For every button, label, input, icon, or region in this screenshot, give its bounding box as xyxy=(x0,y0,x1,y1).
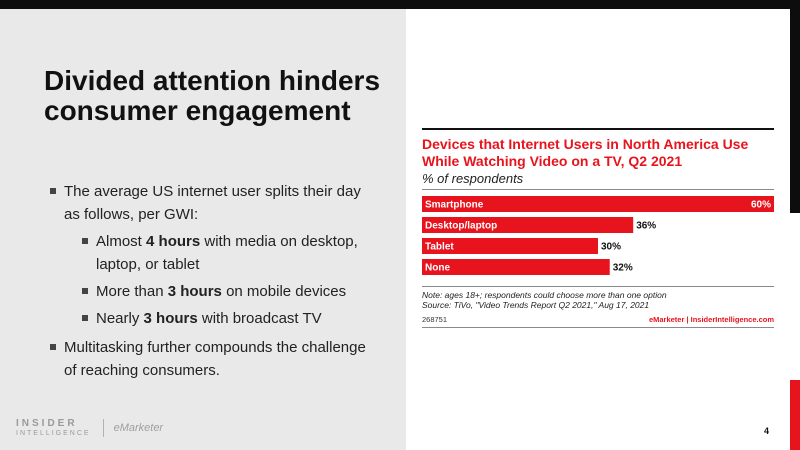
bar-tablet xyxy=(422,238,598,254)
bullet-list: The average US internet user splits thei… xyxy=(50,180,380,388)
bar-value-label: 60% xyxy=(751,200,771,211)
bar-smartphone xyxy=(422,196,774,212)
bar-category-label: Desktop/laptop xyxy=(425,221,497,232)
top-bar xyxy=(0,0,800,9)
brand-insider: INSIDER xyxy=(16,418,78,429)
sub-bullet-item: Nearly 3 hours with broadcast TV xyxy=(82,307,380,330)
chart-source-text: Source: TiVo, "Video Trends Report Q2 20… xyxy=(422,300,650,310)
bullet-item: The average US internet user splits thei… xyxy=(50,180,380,330)
bar-category-label: Tablet xyxy=(425,242,454,253)
sub-bullet-post: on mobile devices xyxy=(221,283,347,300)
insider-intelligence-logo: INSIDER INTELLIGENCE xyxy=(16,418,91,438)
chart-note-text: Note: ages 18+; respondents could choose… xyxy=(422,290,667,300)
chart-top-rule xyxy=(422,128,774,130)
bar-value-label: 32% xyxy=(613,263,633,274)
sub-bullet-post: with broadcast TV xyxy=(197,310,322,327)
chart-footer: 268751 eMarketer | InsiderIntelligence.c… xyxy=(422,315,774,324)
bullet-text: The average US internet user splits thei… xyxy=(64,183,361,223)
chart-note: Note: ages 18+; respondents could choose… xyxy=(422,290,774,310)
right-edge-dark-accent xyxy=(790,9,800,213)
brand-logo: INSIDER INTELLIGENCE eMarketer xyxy=(16,418,163,438)
chart-subtitle: % of respondents xyxy=(422,171,524,186)
chart: Devices that Internet Users in North Ame… xyxy=(422,128,774,328)
sub-bullet-bold: 3 hours xyxy=(143,310,198,327)
sub-bullet-bold: 4 hours xyxy=(146,233,201,250)
brand-intelligence: INTELLIGENCE xyxy=(16,430,91,437)
sub-bullet-post: with media on desktop, laptop, or tablet xyxy=(96,233,358,273)
chart-title: Devices that Internet Users in North Ame… xyxy=(422,136,749,169)
bar-category-label: Smartphone xyxy=(425,200,484,211)
chart-end-rule xyxy=(422,327,774,328)
bar-value-label: 30% xyxy=(601,242,621,253)
bar-value-label: 36% xyxy=(636,221,656,232)
brand-separator xyxy=(102,419,104,437)
page-number: 4 xyxy=(764,426,770,436)
bullet-text: Multitasking further compounds the chall… xyxy=(64,339,366,379)
left-panel xyxy=(0,9,406,450)
sub-bullet-pre: More than xyxy=(96,283,168,300)
bar-none xyxy=(422,259,610,275)
sub-bullet-pre: Nearly xyxy=(96,310,144,327)
sub-bullet-pre: Almost xyxy=(96,233,147,250)
bar-category-label: None xyxy=(425,263,450,274)
slide-title: Divided attention hinders consumer engag… xyxy=(44,65,381,126)
bar-desktop-laptop xyxy=(422,217,634,233)
sub-bullet-item: More than 3 hours on mobile devices xyxy=(82,280,380,303)
chart-mid-rule xyxy=(422,189,774,190)
right-edge-red-accent xyxy=(790,380,800,450)
bar-chart-plot: Smartphone 60% Desktop/laptop 36% Tablet 30% N… xyxy=(422,196,774,275)
brand-emarketer: eMarketer xyxy=(113,422,164,434)
bullet-item: Multitasking further compounds the chall… xyxy=(50,336,380,382)
sub-bullet-item: Almost 4 hours with media on desktop, la… xyxy=(82,230,380,276)
chart-id: 268751 xyxy=(422,315,448,324)
chart-bottom-rule xyxy=(422,286,774,287)
sub-bullet-bold: 3 hours xyxy=(167,283,222,300)
chart-footer-brand: eMarketer | InsiderIntelligence.com xyxy=(648,315,774,324)
